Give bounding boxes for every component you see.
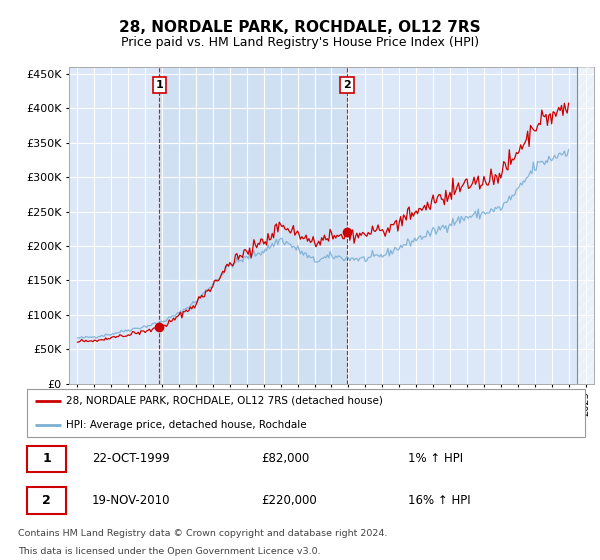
Text: 2: 2	[343, 80, 351, 90]
Text: 1: 1	[155, 80, 163, 90]
Text: £220,000: £220,000	[261, 494, 317, 507]
Text: 28, NORDALE PARK, ROCHDALE, OL12 7RS (detached house): 28, NORDALE PARK, ROCHDALE, OL12 7RS (de…	[66, 396, 383, 406]
FancyBboxPatch shape	[27, 487, 67, 514]
Text: 19-NOV-2010: 19-NOV-2010	[92, 494, 170, 507]
Text: 16% ↑ HPI: 16% ↑ HPI	[407, 494, 470, 507]
FancyBboxPatch shape	[27, 389, 585, 437]
Text: This data is licensed under the Open Government Licence v3.0.: This data is licensed under the Open Gov…	[18, 548, 320, 557]
FancyBboxPatch shape	[27, 446, 67, 472]
Text: 22-OCT-1999: 22-OCT-1999	[92, 452, 169, 465]
Bar	[160, 67, 347, 384]
Text: HPI: Average price, detached house, Rochdale: HPI: Average price, detached house, Roch…	[66, 420, 307, 430]
Text: 1: 1	[42, 452, 51, 465]
Text: Price paid vs. HM Land Registry's House Price Index (HPI): Price paid vs. HM Land Registry's House …	[121, 36, 479, 49]
Text: Contains HM Land Registry data © Crown copyright and database right 2024.: Contains HM Land Registry data © Crown c…	[18, 529, 387, 538]
Text: 28, NORDALE PARK, ROCHDALE, OL12 7RS: 28, NORDALE PARK, ROCHDALE, OL12 7RS	[119, 20, 481, 35]
Text: 2: 2	[42, 494, 51, 507]
Text: 1% ↑ HPI: 1% ↑ HPI	[407, 452, 463, 465]
Text: £82,000: £82,000	[261, 452, 309, 465]
